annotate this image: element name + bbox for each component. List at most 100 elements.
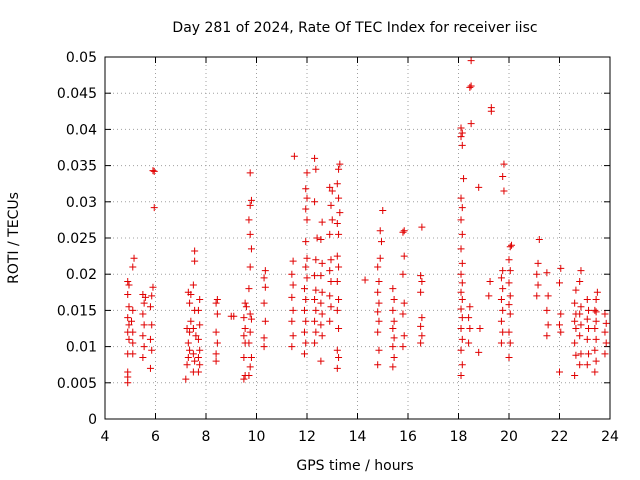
data-point [124,314,132,322]
data-point [592,308,600,316]
data-point [327,303,335,311]
data-point [317,299,325,307]
data-point [327,277,335,285]
data-point [212,299,220,307]
data-point [129,306,137,314]
data-point [311,272,319,280]
data-point [583,335,591,343]
y-tick-label: 0.02 [66,267,97,283]
data-point [592,335,600,343]
data-point [417,339,425,347]
data-point [505,328,513,336]
data-point [124,368,132,376]
data-point [533,292,541,300]
data-point [336,209,344,217]
data-point [335,194,343,202]
data-point [326,183,334,191]
data-point [592,317,600,325]
data-point [505,301,513,309]
data-point [311,154,319,162]
data-point [125,281,133,289]
x-axis-label: GPS time / hours [296,458,413,474]
data-point [497,317,505,325]
data-point [186,299,194,307]
x-tick-label: 24 [601,429,619,445]
data-point [261,267,269,275]
data-point [300,328,308,336]
data-point [317,235,325,243]
data-point [128,317,136,325]
data-point [591,325,599,332]
data-point [374,328,382,336]
data-point [601,328,609,336]
data-point [418,314,426,322]
data-point [576,332,584,340]
data-point [457,288,465,296]
data-point [192,332,200,340]
data-point [499,328,507,336]
data-point [183,325,191,332]
data-point [186,346,194,354]
data-point [303,169,311,177]
data-point [335,165,343,173]
data-point [375,346,383,354]
data-point [335,230,343,238]
data-point [591,306,599,314]
data-point [318,259,326,267]
data-point [379,206,387,214]
data-point [326,230,334,238]
x-tick-label: 6 [151,429,160,445]
data-point [245,339,253,347]
data-point [457,245,465,253]
data-point [312,286,320,294]
data-point [390,353,398,361]
chart-title: Day 281 of 2024, Rate Of TEC Index for r… [172,20,537,36]
data-point [571,339,579,347]
data-point [312,256,320,264]
data-point [182,375,190,383]
data-point [288,343,296,351]
data-point [591,346,599,354]
data-point [457,133,465,141]
data-point [557,310,565,318]
data-point [400,252,408,260]
data-point [583,296,591,304]
data-point [191,247,199,255]
data-point [333,364,341,372]
data-point [577,321,585,329]
data-point [458,314,466,322]
data-point [418,277,426,285]
data-point [389,285,397,293]
data-point [124,290,132,298]
data-point [246,363,254,371]
data-point [303,194,311,202]
data-point [245,372,253,380]
data-point [375,299,383,307]
data-point [313,234,321,242]
data-point [336,160,344,168]
data-point [499,267,507,275]
data-point [140,299,148,307]
data-point [260,274,268,282]
data-point [390,296,398,304]
data-point [333,180,341,188]
y-tick-label: 0.03 [66,195,97,211]
data-point [240,375,248,383]
x-tick-label: 10 [248,429,266,445]
data-point [247,196,255,204]
data-point [242,303,250,311]
data-point [475,183,483,191]
data-point [465,339,473,347]
data-point [457,194,465,202]
data-point [533,270,541,278]
data-point [585,325,593,332]
data-point [149,283,157,291]
data-point [194,353,202,361]
data-point [465,314,473,322]
data-point [333,306,341,314]
data-point [326,317,334,325]
x-tick-label: 14 [349,429,367,445]
data-point [212,328,220,336]
data-point [184,353,192,361]
